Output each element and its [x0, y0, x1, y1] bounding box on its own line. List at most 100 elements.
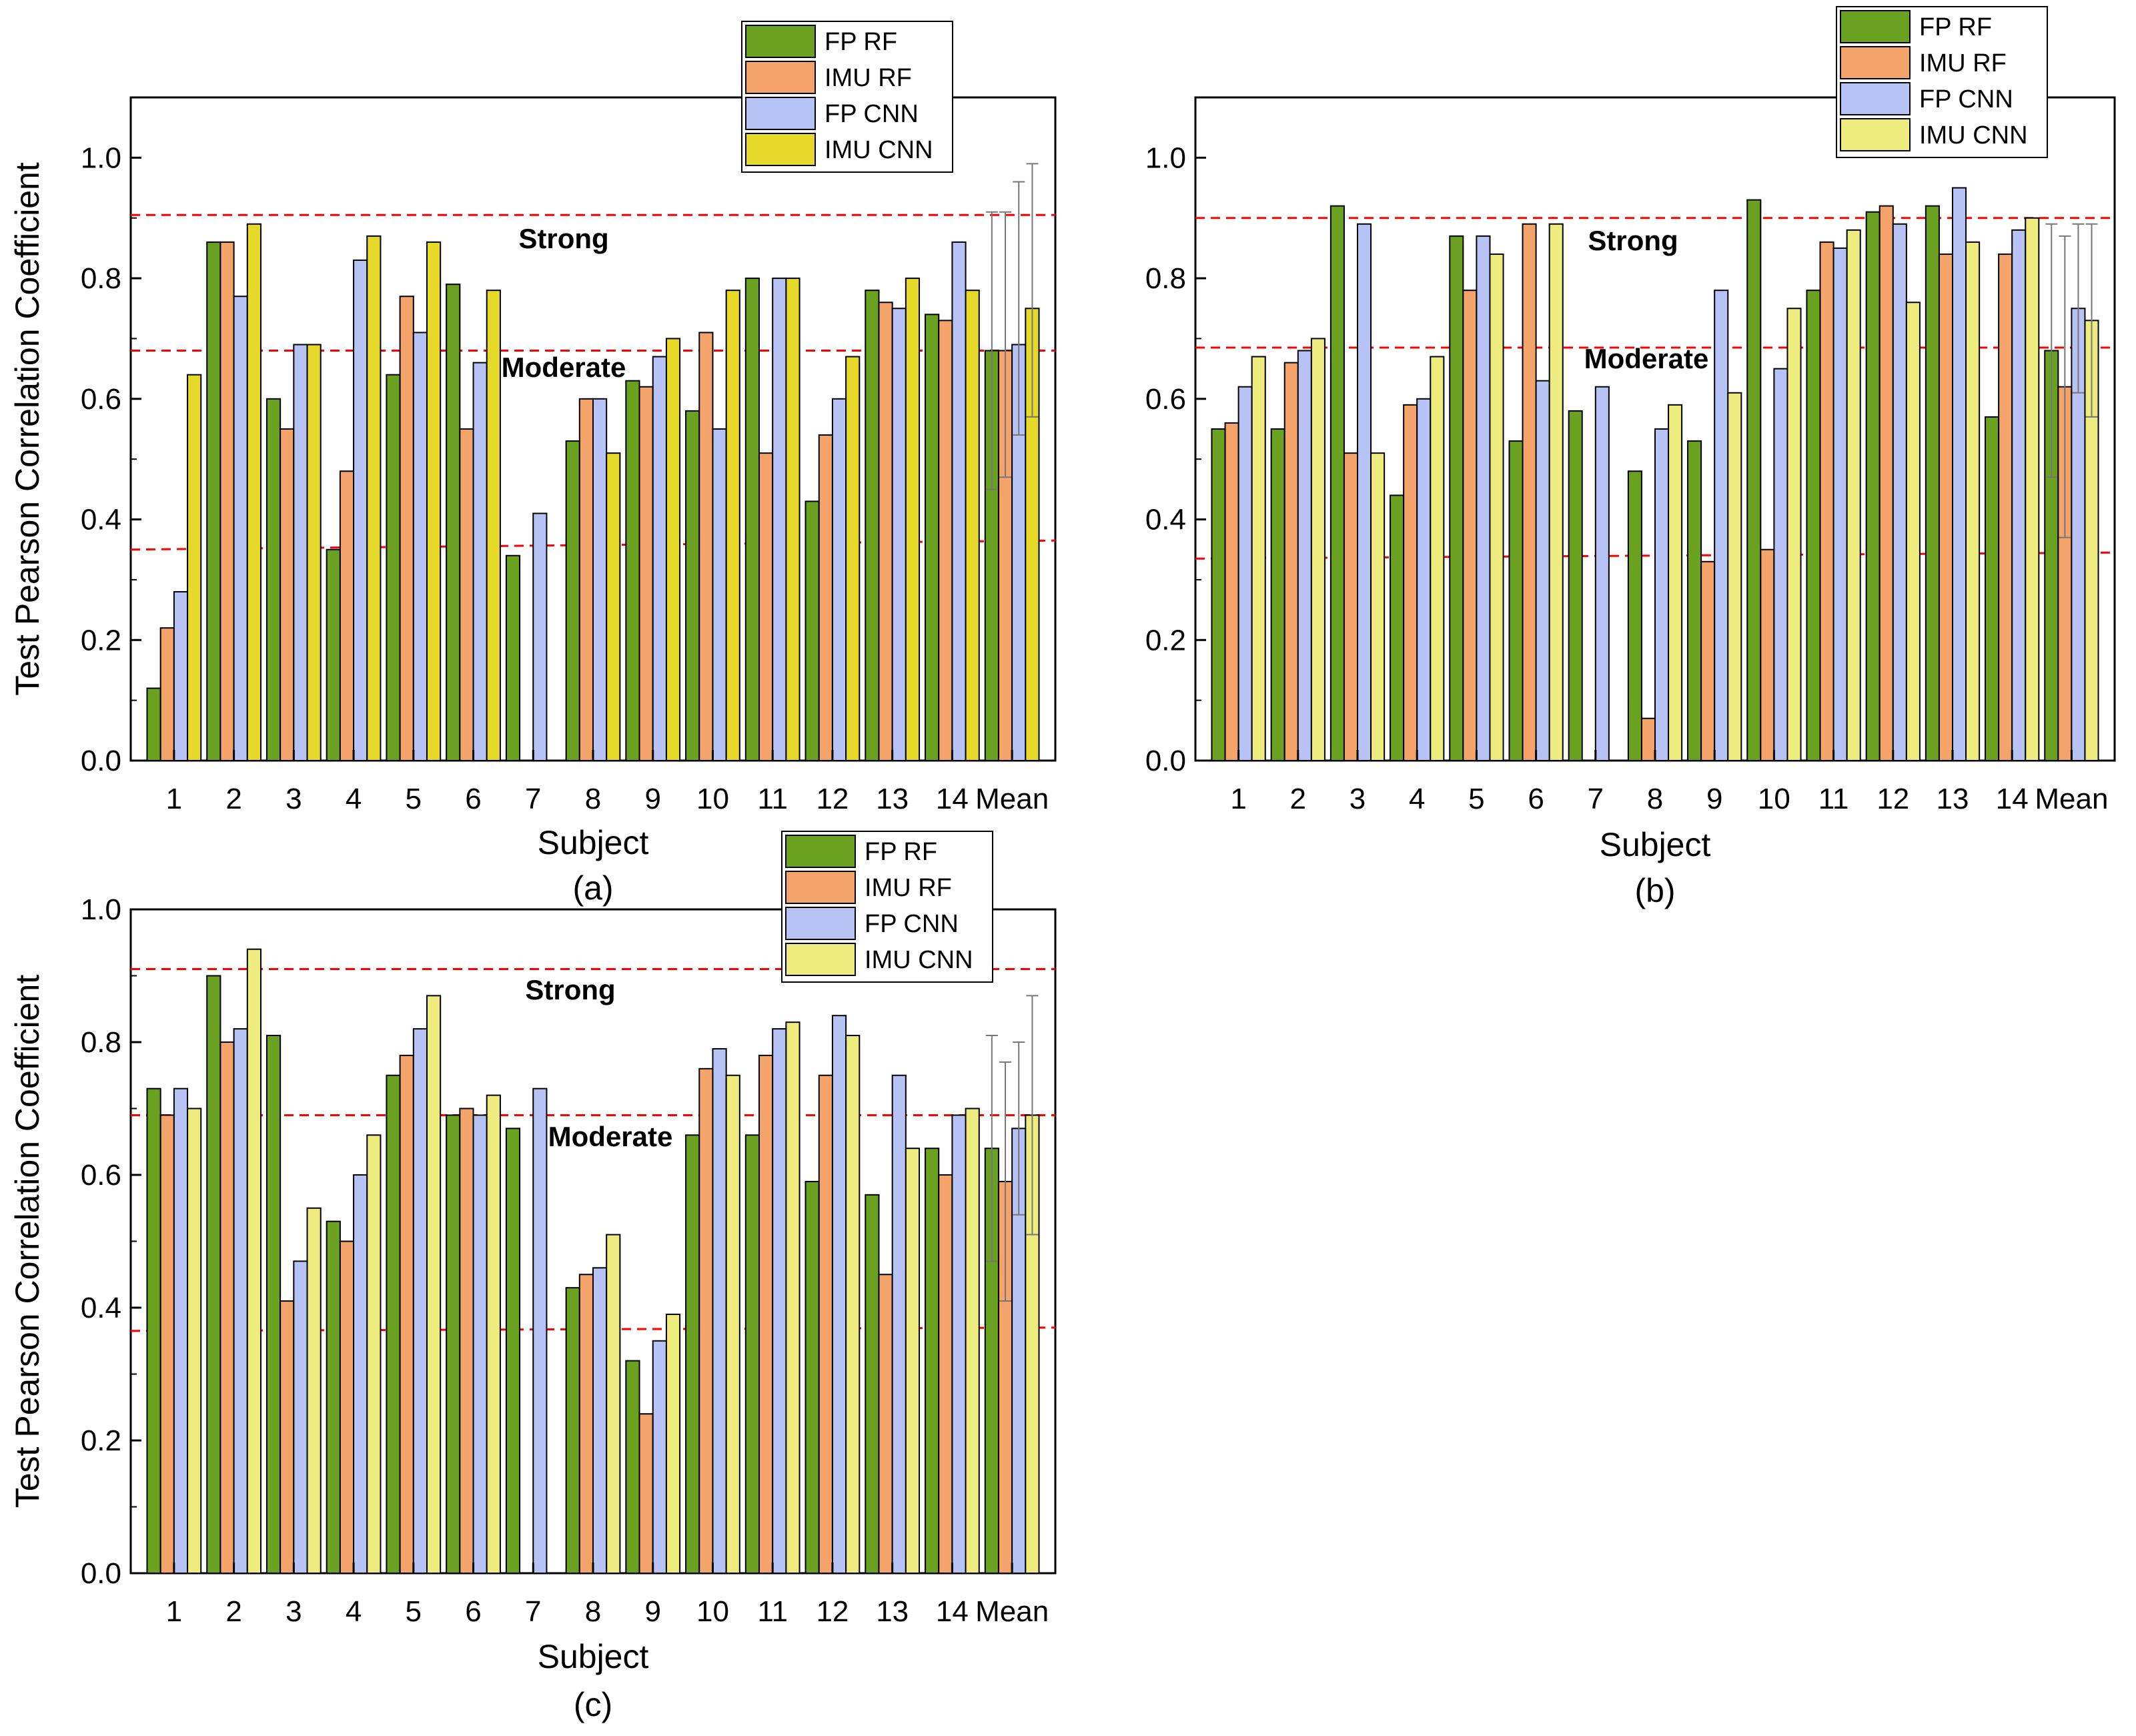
zone-label-strong: Strong — [518, 223, 608, 254]
bar-fp-cnn-subject-10 — [1773, 368, 1788, 761]
x-tick-label: 3 — [286, 1595, 302, 1628]
bar-imu-cnn-subject-3 — [1370, 452, 1386, 761]
bar-fp-rf-subject-12 — [805, 500, 820, 761]
bar-imu-rf-subject-11 — [758, 452, 774, 761]
bar-fp-cnn-subject-14 — [951, 1114, 967, 1574]
bar-imu-cnn-subject-1 — [187, 1108, 202, 1574]
legend: FP RF IMU RF FP CNN IMU CNN — [781, 831, 993, 983]
bar-imu-cnn-subject-9 — [665, 1313, 681, 1574]
bar-imu-cnn-subject-2 — [246, 223, 261, 762]
bar-fp-cnn-subject-4 — [1416, 398, 1432, 761]
bar-imu-rf-subject-13 — [878, 302, 893, 761]
bar-fp-cnn-subject-6 — [472, 362, 488, 761]
bar-imu-cnn-subject-9 — [665, 338, 681, 762]
legend-label: FP CNN — [825, 100, 919, 128]
bar-fp-rf-subject-13 — [865, 1194, 880, 1574]
bar-imu-rf-subject-1 — [159, 627, 175, 762]
bar-imu-rf-subject-6 — [459, 1108, 474, 1574]
bar-imu-cnn-subject-13 — [905, 1148, 921, 1574]
legend-swatch — [1840, 46, 1911, 79]
bar-imu-cnn-subject-4 — [366, 235, 382, 761]
bar-fp-cnn-subject-14 — [2011, 229, 2027, 761]
legend-swatch — [785, 943, 856, 976]
bar-imu-rf-subject-9 — [638, 386, 654, 761]
x-tick-label: 8 — [1647, 783, 1663, 815]
x-tick-label: 1 — [166, 783, 182, 815]
bar-fp-rf-subject-12 — [805, 1180, 820, 1574]
x-tick-label: 12 — [816, 1595, 849, 1628]
bar-fp-cnn-subject-9 — [652, 356, 667, 761]
zone-label-strong: Strong — [525, 974, 615, 1005]
y-tick-label: 0.8 — [1145, 262, 1186, 295]
bar-imu-cnn-subject-12 — [1905, 302, 1921, 761]
legend-swatch — [785, 907, 856, 940]
y-tick-label: 1.0 — [1145, 141, 1186, 174]
bar-fp-rf-subject-1 — [146, 1088, 161, 1574]
bar-imu-rf-subject-3 — [280, 1300, 295, 1575]
bar-imu-cnn-subject-14 — [965, 290, 980, 761]
y-tick-label: 0.6 — [81, 1159, 121, 1192]
y-tick-label: 0.8 — [81, 1026, 121, 1059]
bar-fp-cnn-subject-8 — [592, 1267, 608, 1575]
bar-fp-cnn-subject-12 — [1892, 223, 1907, 762]
bar-fp-rf-subject-4 — [326, 548, 341, 762]
panel-label: (b) — [1634, 872, 1675, 909]
legend-label: IMU RF — [865, 874, 952, 902]
legend: FP RF IMU RF FP CNN IMU CNN — [1836, 6, 2048, 158]
y-tick-label: 1.0 — [81, 141, 121, 174]
bar-imu-rf-subject-8 — [578, 1274, 594, 1574]
x-tick-label: 4 — [346, 783, 362, 815]
bar-fp-cnn-subject-9 — [652, 1340, 667, 1574]
bar-imu-rf-subject-13 — [878, 1274, 893, 1574]
bar-imu-cnn-subject-10 — [725, 290, 740, 761]
legend-label: FP RF — [865, 838, 937, 866]
bar-fp-rf-subject-7 — [505, 554, 521, 761]
bar-imu-rf-subject-6 — [459, 428, 474, 761]
bar-fp-rf-subject-13 — [865, 290, 880, 761]
legend-swatch — [785, 835, 856, 868]
bar-fp-rf-subject-7 — [1568, 410, 1583, 761]
x-tick-label: Mean — [975, 1595, 1049, 1628]
legend-swatch — [745, 61, 816, 94]
bar-imu-rf-subject-8 — [578, 398, 594, 761]
bar-imu-cnn-subject-10 — [725, 1074, 740, 1574]
bar-fp-cnn-subject-13 — [891, 308, 907, 762]
bar-fp-rf-subject-14 — [1985, 416, 2000, 761]
y-tick-label: 0.0 — [81, 745, 121, 777]
bar-fp-cnn-subject-2 — [1297, 350, 1312, 761]
legend-label: IMU CNN — [865, 946, 973, 974]
bar-fp-rf-subject-13 — [1925, 205, 1940, 761]
legend-swatch — [745, 25, 816, 58]
bar-imu-rf-subject-2 — [219, 241, 235, 761]
x-tick-label: 11 — [757, 783, 788, 815]
bar-fp-cnn-subject-14 — [951, 241, 967, 761]
bar-fp-cnn-subject-7 — [532, 1088, 548, 1574]
legend-label: IMU CNN — [825, 136, 933, 164]
x-tick-label: 10 — [696, 783, 729, 815]
bar-imu-rf-subject-9 — [1700, 560, 1716, 761]
bar-fp-rf-subject-10 — [1746, 199, 1762, 762]
legend-swatch — [1840, 82, 1911, 115]
bar-fp-cnn-subject-8 — [592, 398, 608, 761]
x-tick-label: 9 — [644, 1595, 660, 1628]
bar-fp-cnn-subject-12 — [831, 1015, 847, 1574]
bar-fp-cnn-subject-6 — [472, 1114, 488, 1574]
legend-label: FP CNN — [865, 910, 959, 938]
chart-panel-2: 0.00.20.40.60.81.01 2 3 4 5 6 7 8 9 10 11 12 13 14 Mea… — [1145, 6, 2116, 909]
y-tick-label: 0.4 — [81, 504, 121, 536]
y-tick-label: 0.4 — [1145, 504, 1186, 536]
bar-imu-cnn-subject-12 — [845, 356, 861, 761]
legend-swatch — [785, 871, 856, 904]
zone-label-moderate: Moderate — [502, 352, 626, 383]
bar-fp-cnn-subject-6 — [1535, 380, 1550, 761]
x-tick-label: 3 — [1350, 783, 1366, 815]
y-tick-label: 0.6 — [1145, 383, 1186, 416]
bar-imu-rf-subject-2 — [1283, 362, 1299, 761]
x-tick-label: 14 — [1996, 783, 2029, 815]
y-tick-label: 0.6 — [81, 383, 121, 416]
bar-fp-rf-subject-3 — [265, 1035, 282, 1575]
x-tick-label: 4 — [1409, 783, 1425, 815]
bar-imu-cnn-subject-5 — [426, 241, 442, 761]
bar-imu-cnn-subject-14 — [965, 1108, 980, 1574]
bar-fp-rf-subject-1 — [146, 687, 161, 761]
